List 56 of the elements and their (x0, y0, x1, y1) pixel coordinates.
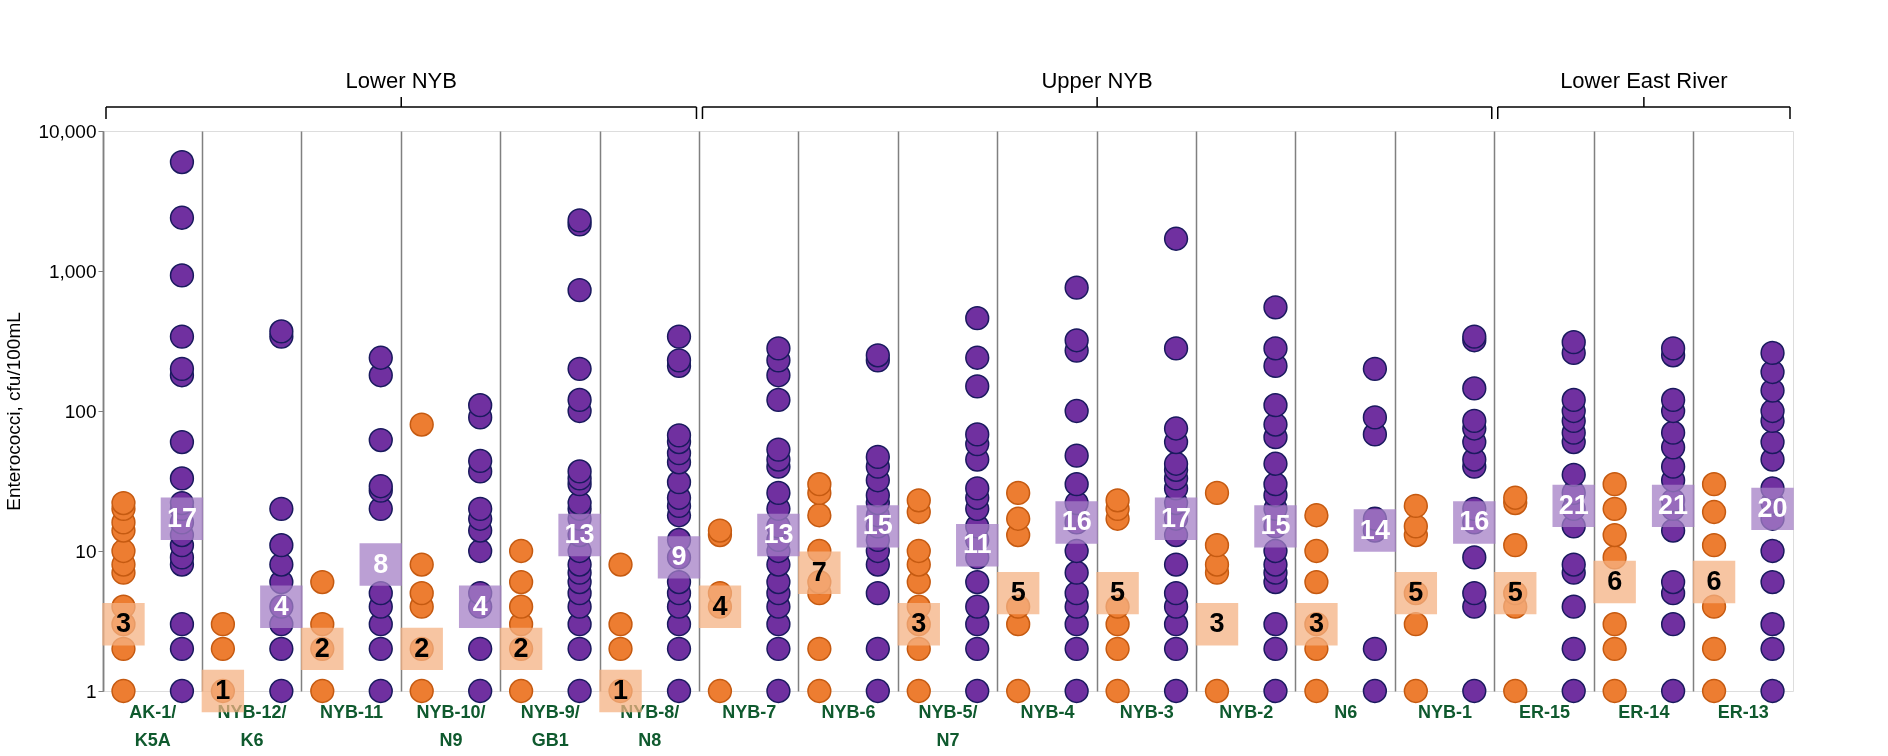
data-label: 16 (1459, 506, 1490, 537)
data-label: 2 (513, 632, 529, 663)
data-label: 3 (911, 608, 927, 639)
data-label: 20 (1757, 492, 1788, 523)
x-tick-label: NYB-9/GB1 (520, 701, 580, 750)
data-label: 4 (712, 590, 728, 621)
x-tick-label: ER-13 (1717, 701, 1769, 722)
data-label: 13 (564, 519, 595, 550)
x-tick-label: NYB-3 (1119, 701, 1174, 722)
data-label: 5 (1507, 577, 1523, 608)
x-tick-label: N6 (1334, 701, 1358, 722)
data-label: 4 (472, 590, 488, 621)
data-label: 6 (1706, 566, 1722, 597)
x-tick-label: NYB-6 (821, 701, 876, 722)
y-tick-label: 10 (75, 540, 97, 562)
data-label: 3 (1308, 608, 1324, 639)
x-tick-label: ER-14 (1618, 701, 1670, 722)
data-label: 8 (373, 548, 389, 579)
text: Upper NYB (1041, 68, 1153, 93)
x-tick-label: NYB-11 (320, 701, 384, 722)
data-label: 5 (1408, 577, 1424, 608)
x-tick-label: NYB-1 (1418, 701, 1473, 722)
x-tick-label: NYB-2 (1219, 701, 1274, 722)
y-tick-label: 10,000 (38, 120, 97, 142)
x-tick-label: NYB-5/N7 (918, 701, 978, 750)
data-label: 7 (811, 556, 827, 587)
y-tick-label: 1,000 (48, 260, 97, 282)
data-label: 5 (1010, 577, 1026, 608)
x-tick-label: NYB-7 (722, 701, 777, 722)
x-tick-label: NYB-10/N9 (416, 701, 486, 750)
x-tick-label: ER-15 (1518, 701, 1570, 722)
data-label: 5 (1110, 577, 1126, 608)
data-label: 2 (314, 632, 330, 663)
data-label: 4 (273, 590, 289, 621)
x-tick-label: NYB-4 (1020, 701, 1075, 722)
data-label: 3 (115, 608, 131, 639)
y-tick-label: 100 (64, 400, 97, 422)
data-label: 2 (414, 632, 430, 663)
data-label: 15 (862, 510, 893, 541)
data-label: 15 (1260, 510, 1291, 541)
text: Lower NYB (345, 68, 457, 93)
y-axis-title: Enterococci, cfu/100mL (3, 312, 25, 511)
data-label: 17 (166, 502, 197, 533)
y-tick-label: 1 (85, 680, 97, 702)
data-label: 3 (1209, 608, 1225, 639)
data-label: 14 (1359, 514, 1390, 545)
data-label: 21 (1558, 489, 1589, 520)
data-label: 11 (962, 529, 992, 560)
data-label: 16 (1061, 506, 1092, 537)
text: Lower East River (1560, 68, 1728, 93)
data-label: 13 (763, 519, 794, 550)
data-label: 9 (671, 541, 687, 572)
data-label: 6 (1607, 566, 1623, 597)
data-label: 17 (1161, 502, 1192, 533)
x-tick-label: AK-1/K5A (129, 701, 177, 750)
data-label: 21 (1658, 489, 1689, 520)
